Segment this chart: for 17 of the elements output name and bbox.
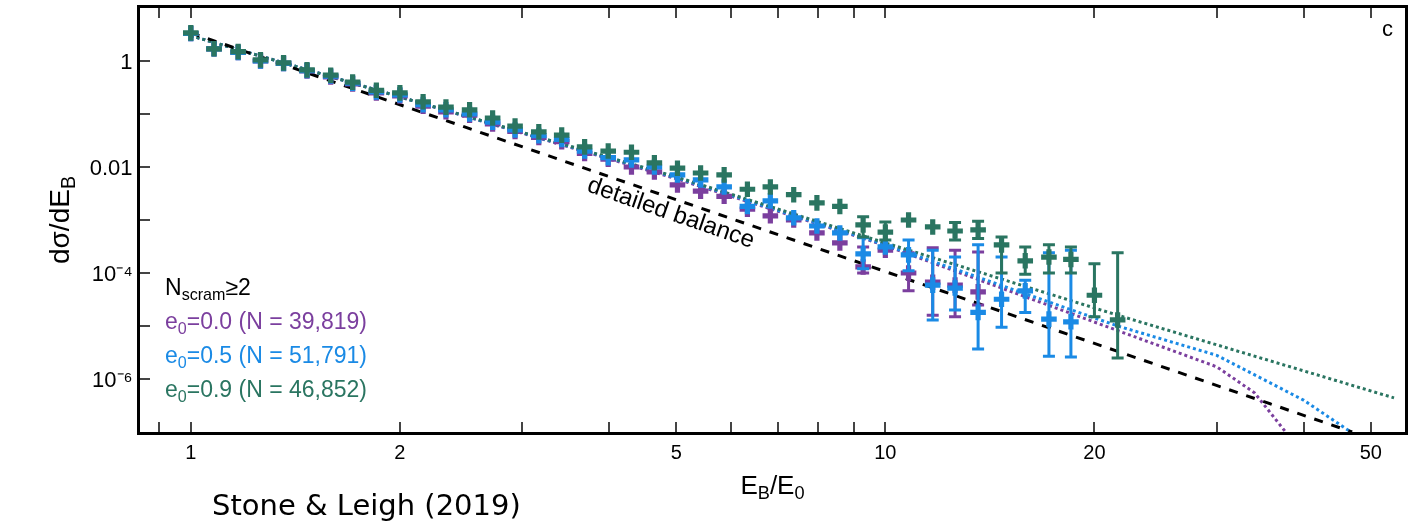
y-tick-label: 0.01 bbox=[89, 154, 133, 180]
y-tick-label: 10⁻⁶ bbox=[92, 366, 133, 392]
x-tick-label: 20 bbox=[1083, 441, 1106, 463]
y-tick-label: 1 bbox=[120, 48, 133, 74]
text: e$_{0}$=0.5 (N = 51,791) bbox=[165, 342, 368, 371]
x-tick-label: 50 bbox=[1359, 441, 1382, 463]
text: Stone & Leigh (2019) bbox=[212, 488, 521, 522]
annotation: c bbox=[1382, 16, 1393, 41]
x-tick-label: 2 bbox=[394, 441, 406, 463]
legend-title: N$_{scram}$≥2 bbox=[165, 274, 251, 303]
x-axis-title: E$_{B}$/E$_{0}$ bbox=[740, 469, 805, 504]
x-tick-label: 10 bbox=[874, 441, 897, 463]
x-tick-label: 5 bbox=[670, 441, 682, 463]
y-tick-label: 10⁻⁴ bbox=[91, 260, 133, 286]
text: e$_{0}$=0.9 (N = 46,852) bbox=[165, 376, 368, 405]
x-tick-label: 1 bbox=[185, 441, 197, 463]
text: e$_{0}$=0.0 (N = 39,819) bbox=[165, 308, 368, 337]
